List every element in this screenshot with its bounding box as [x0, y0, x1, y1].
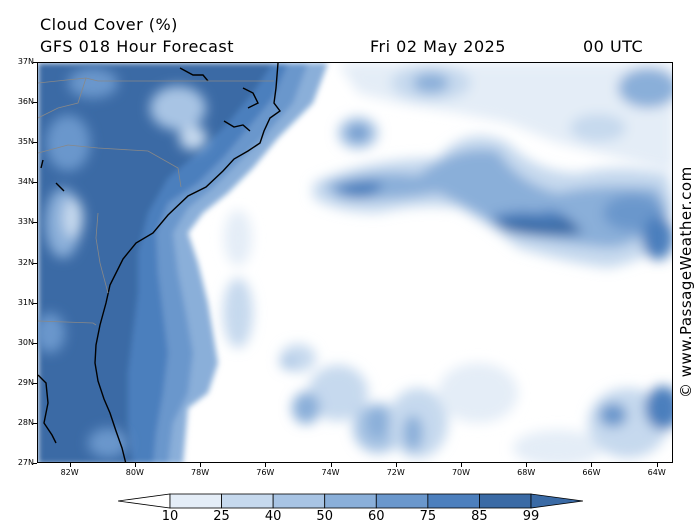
longitude-tick	[526, 463, 528, 467]
colorbar-label: 99	[522, 509, 540, 524]
latitude-tick	[33, 222, 37, 224]
chart-title: Cloud Cover (%)	[40, 15, 178, 34]
latitude-tick	[33, 262, 37, 264]
latitude-label: 28N	[17, 417, 34, 427]
longitude-tick	[200, 463, 202, 467]
colorbar-label: 85	[471, 509, 488, 524]
latitude-tick	[33, 182, 37, 184]
forecast-time: 00 UTC	[583, 37, 644, 56]
cloud-cells-south	[223, 210, 672, 462]
colorbar-label: 10	[161, 509, 179, 524]
longitude-tick	[591, 463, 593, 467]
colorbar-label: 40	[264, 509, 282, 524]
latitude-label: 30N	[17, 337, 34, 347]
map-panel	[37, 62, 673, 463]
cloud-pockets-west	[38, 68, 207, 458]
latitude-label: 27N	[17, 458, 34, 467]
colorbar-label: 50	[316, 509, 333, 524]
latitude-label: 32N	[17, 257, 34, 267]
latitude-label: 31N	[17, 297, 34, 307]
latitude-tick	[33, 463, 37, 464]
longitude-label: 74W	[321, 468, 340, 477]
cloud-band-front	[313, 135, 672, 268]
colorbar-label: 60	[368, 509, 385, 524]
latitude-tick	[33, 302, 37, 304]
colorbar-low-extend	[118, 493, 171, 509]
cloud-cover-map	[38, 63, 672, 462]
longitude-tick	[461, 463, 462, 467]
longitude-label: 80W	[125, 468, 144, 477]
longitude-label: 66W	[582, 468, 601, 477]
longitude-label: 76W	[256, 468, 275, 477]
longitude-tick	[395, 463, 397, 467]
credit-watermark: © www.PassageWeather.com	[677, 166, 695, 398]
latitude-tick	[33, 62, 37, 63]
forecast-date: Fri 02 May 2025	[370, 37, 506, 56]
longitude-label: 70W	[451, 468, 471, 477]
longitude-tick	[656, 463, 658, 467]
colorbar-swatch	[479, 493, 532, 509]
latitude-tick	[33, 382, 37, 384]
latitude-tick	[33, 342, 37, 344]
colorbar-swatch	[169, 493, 222, 509]
colorbar-high-extend	[530, 493, 583, 509]
latitude-label: 36N	[17, 97, 34, 107]
colorbar-swatch	[324, 493, 377, 509]
latitude-label: 29N	[17, 377, 34, 387]
colorbar-swatch	[221, 493, 274, 509]
colorbar-swatch	[427, 493, 480, 509]
latitude-label: 35N	[17, 137, 34, 147]
longitude-label: 82W	[60, 468, 79, 477]
longitude-label: 78W	[191, 468, 210, 477]
state-borders	[38, 77, 274, 326]
cloud-band-north	[338, 63, 672, 173]
longitude-label: 64W	[647, 468, 666, 477]
latitude-label: 33N	[17, 217, 34, 227]
longitude-label: 68W	[517, 468, 536, 477]
latitude-tick	[33, 422, 37, 424]
latitude-tick	[33, 142, 37, 144]
latitude-label: 37N	[17, 57, 34, 66]
colorbar-label: 75	[419, 509, 437, 524]
longitude-tick	[134, 463, 136, 467]
longitude-tick	[265, 463, 267, 467]
cloud-mass-west	[38, 63, 328, 462]
colorbar-swatch	[375, 493, 429, 509]
longitude-label: 72W	[386, 468, 405, 477]
latitude-tick	[33, 102, 37, 104]
colorbar	[118, 493, 583, 509]
colorbar-label: 25	[213, 509, 230, 524]
coastline	[38, 63, 281, 462]
latitude-label: 34N	[17, 177, 34, 187]
colorbar-swatch	[272, 493, 326, 509]
longitude-tick	[330, 463, 332, 467]
forecast-subtitle: GFS 018 Hour Forecast	[40, 37, 235, 56]
longitude-tick	[69, 463, 71, 467]
